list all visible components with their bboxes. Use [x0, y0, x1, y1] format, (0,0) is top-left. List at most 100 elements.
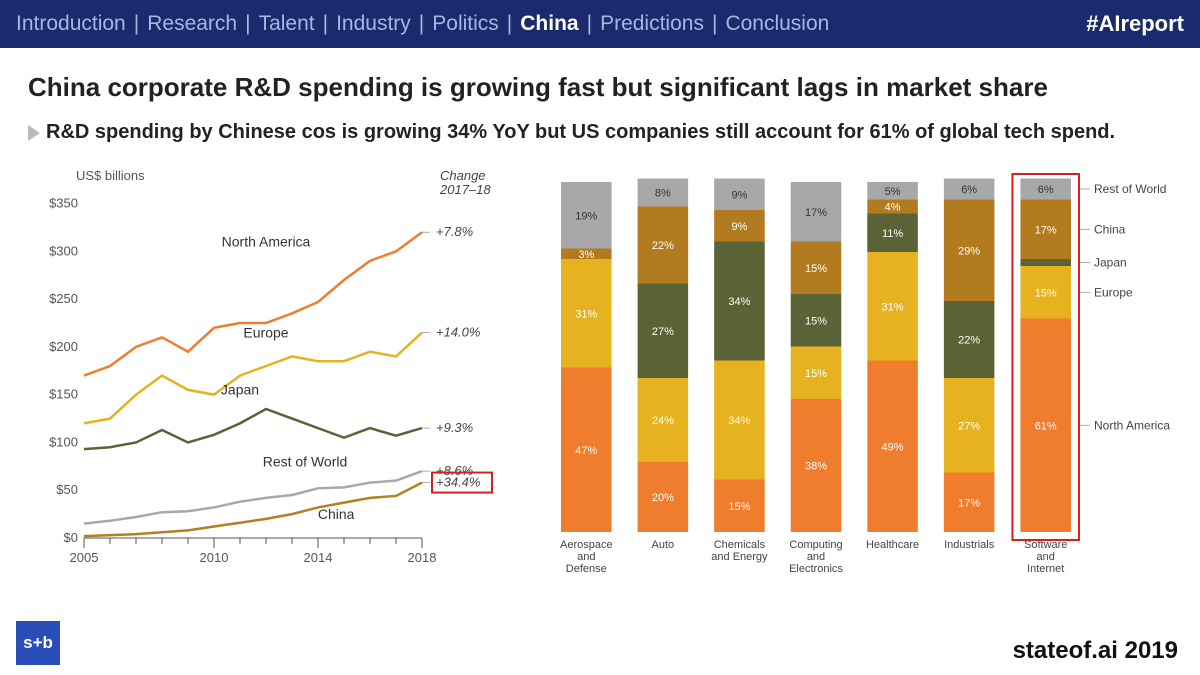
nav-item-predictions[interactable]: Predictions [600, 12, 704, 36]
y-tick: $250 [49, 291, 78, 306]
footer-label: stateof.ai 2019 [1013, 637, 1178, 665]
subtitle-row: R&D spending by Chinese cos is growing 3… [28, 121, 1172, 144]
bar-category-label: Aerospace [560, 539, 613, 551]
sb-badge: s+b [16, 621, 60, 665]
bar-category-label: and [807, 551, 825, 563]
change-label: +9.3% [436, 420, 473, 435]
nav-item-industry[interactable]: Industry [336, 12, 411, 36]
bar-category-label: Computing [789, 539, 842, 551]
bar-pct-label: 31% [575, 308, 597, 320]
line-chart: US$ billionsChange2017–18$0$50$100$150$2… [28, 164, 508, 594]
change-header: Change [440, 168, 486, 183]
bar-pct-label: 15% [805, 263, 827, 275]
nav-separator: | [134, 12, 139, 36]
bar-pct-label: 27% [652, 326, 674, 338]
bar-category-label: and Energy [711, 551, 768, 563]
bar-pct-label: 15% [805, 315, 827, 327]
bar-category-label: Chemicals [714, 539, 766, 551]
charts-container: US$ billionsChange2017–18$0$50$100$150$2… [28, 164, 1172, 594]
series-label: Rest of World [263, 453, 348, 469]
bar-pct-label: 3% [578, 249, 594, 261]
bar-chart: 47%31%3%19%AerospaceandDefense20%24%27%2… [538, 164, 1178, 594]
nav-item-talent[interactable]: Talent [259, 12, 315, 36]
bar-category-label: and [1037, 551, 1055, 563]
nav-separator: | [712, 12, 717, 36]
bar-pct-label: 47% [575, 445, 597, 457]
bar-pct-label: 17% [1035, 224, 1057, 236]
y-tick: $200 [49, 339, 78, 354]
bar-pct-label: 27% [958, 420, 980, 432]
bar-pct-label: 34% [728, 296, 750, 308]
bar-category-label: Electronics [789, 563, 843, 575]
bar-pct-label: 31% [882, 301, 904, 313]
nav-tabs: Introduction | Research | Talent | Industry | Po… [16, 12, 829, 36]
bar-pct-label: 9% [731, 221, 747, 233]
bar-pct-label: 9% [731, 189, 747, 201]
bar-pct-label: 5% [885, 186, 901, 198]
nav-separator: | [587, 12, 592, 36]
y-tick: $100 [49, 434, 78, 449]
content-area: China corporate R&D spending is growing … [0, 48, 1200, 604]
x-tick: 2014 [304, 550, 333, 565]
bar-chart-svg: 47%31%3%19%AerospaceandDefense20%24%27%2… [538, 164, 1178, 584]
legend-label: China [1094, 222, 1126, 236]
nav-item-research[interactable]: Research [147, 12, 237, 36]
subtitle-text: R&D spending by Chinese cos is growing 3… [46, 121, 1115, 144]
bar-pct-label: 4% [885, 202, 901, 214]
series-label: China [318, 506, 355, 522]
bar-pct-label: 6% [1038, 184, 1054, 196]
bar-pct-label: 17% [805, 207, 827, 219]
y-tick: $50 [56, 482, 78, 497]
x-tick: 2010 [200, 550, 229, 565]
bar-category-label: Internet [1027, 563, 1064, 575]
bar-category-label: Defense [566, 563, 607, 575]
bar-pct-label: 17% [958, 497, 980, 509]
series-label: Europe [243, 324, 288, 340]
bar-pct-label: 38% [805, 461, 827, 473]
navbar: Introduction | Research | Talent | Industry | Po… [0, 0, 1200, 48]
bar-pct-label: 11% [882, 228, 903, 240]
bar-pct-label: 15% [805, 368, 827, 380]
bar-category-label: Healthcare [866, 539, 919, 551]
change-label: +14.0% [436, 325, 480, 340]
series-line-north-america [84, 232, 422, 375]
nav-item-china[interactable]: China [520, 12, 578, 36]
bar-pct-label: 22% [958, 335, 980, 347]
legend-label: Rest of World [1094, 182, 1166, 196]
bar-pct-label: 19% [575, 210, 597, 222]
change-label: +34.4% [436, 475, 480, 490]
legend-label: Europe [1094, 285, 1133, 299]
bar-pct-label: 34% [728, 415, 750, 427]
bar-pct-label: 22% [652, 240, 674, 252]
bar-pct-label: 6% [961, 184, 977, 196]
y-tick: $300 [49, 243, 78, 258]
arrow-right-icon [28, 125, 40, 141]
nav-separator: | [323, 12, 328, 36]
bar-pct-label: 15% [1035, 287, 1057, 299]
bar-pct-label: 24% [652, 415, 674, 427]
nav-item-politics[interactable]: Politics [432, 12, 499, 36]
bar-pct-label: 15% [728, 501, 750, 513]
legend-label: Japan [1094, 256, 1127, 270]
bar-category-label: and [577, 551, 595, 563]
bar-segment [1020, 259, 1071, 266]
legend-label: North America [1094, 418, 1170, 432]
bar-pct-label: 61% [1035, 420, 1057, 432]
line-chart-svg: US$ billionsChange2017–18$0$50$100$150$2… [28, 164, 508, 584]
series-label: North America [222, 234, 311, 250]
change-label: +7.8% [436, 224, 473, 239]
page-title: China corporate R&D spending is growing … [28, 72, 1172, 103]
series-line-europe [84, 333, 422, 424]
nav-separator: | [507, 12, 512, 36]
y-unit-label: US$ billions [76, 168, 145, 183]
bar-pct-label: 29% [958, 245, 980, 257]
hashtag-label: #AIreport [1086, 11, 1184, 37]
y-tick: $350 [49, 196, 78, 211]
nav-item-introduction[interactable]: Introduction [16, 12, 126, 36]
y-tick: $0 [64, 530, 78, 545]
series-line-china [84, 483, 422, 537]
bar-category-label: Industrials [944, 539, 995, 551]
nav-item-conclusion[interactable]: Conclusion [725, 12, 829, 36]
y-tick: $150 [49, 387, 78, 402]
bar-pct-label: 20% [652, 492, 674, 504]
